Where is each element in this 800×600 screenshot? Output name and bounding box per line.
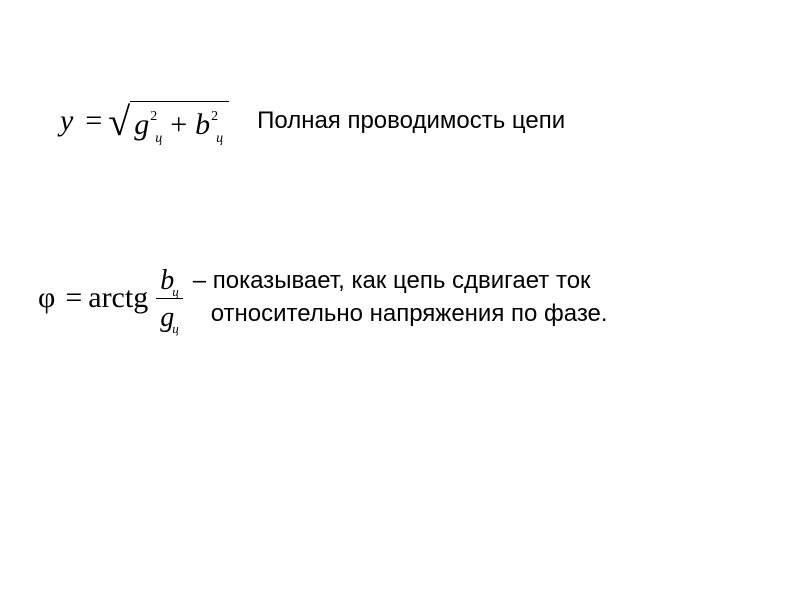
term-g2: g 2 ц (134, 108, 162, 142)
caption-phase: – показывает, как цепь сдвигает ток отно… (193, 265, 608, 330)
num-sub: ц (172, 285, 179, 298)
formula-phase: φ = arctg b ц g ц (38, 265, 183, 330)
var-phi: φ (38, 281, 55, 315)
fn-arctg: arctg (88, 281, 148, 315)
term-b2: b 2 ц (195, 108, 223, 142)
sub-b: ц (216, 131, 223, 147)
exp-b: 2 (211, 109, 218, 125)
slide: y = √ g 2 ц + b 2 ц (0, 0, 800, 600)
row-phase: φ = arctg b ц g ц – показывает, как цепь… (38, 265, 760, 330)
row-admittance: y = √ g 2 ц + b 2 ц (60, 100, 760, 142)
fraction: b ц g ц (156, 267, 183, 332)
plus-sign: + (170, 108, 187, 142)
equals-sign-1: = (85, 104, 102, 138)
caption-phase-line2: относительно напряжения по фазе. (193, 298, 608, 330)
radical-sign: √ (108, 102, 130, 142)
fraction-num: b ц (156, 267, 183, 298)
sqrt: √ g 2 ц + b 2 ц (108, 100, 229, 142)
exp-g: 2 (150, 109, 157, 125)
var-g: g (134, 108, 149, 142)
caption-admittance: Полная проводимость цепи (257, 105, 565, 137)
sub-g: ц (155, 131, 162, 147)
fraction-den: g ц (156, 299, 183, 332)
formula-admittance: y = √ g 2 ц + b 2 ц (60, 100, 229, 142)
den-sub: ц (172, 322, 179, 335)
equals-sign-2: = (65, 281, 82, 315)
var-y: y (60, 104, 73, 138)
radicand: g 2 ц + b 2 ц (130, 101, 229, 143)
var-b: b (195, 108, 210, 142)
caption-phase-line1: – показывает, как цепь сдвигает ток (193, 265, 608, 297)
